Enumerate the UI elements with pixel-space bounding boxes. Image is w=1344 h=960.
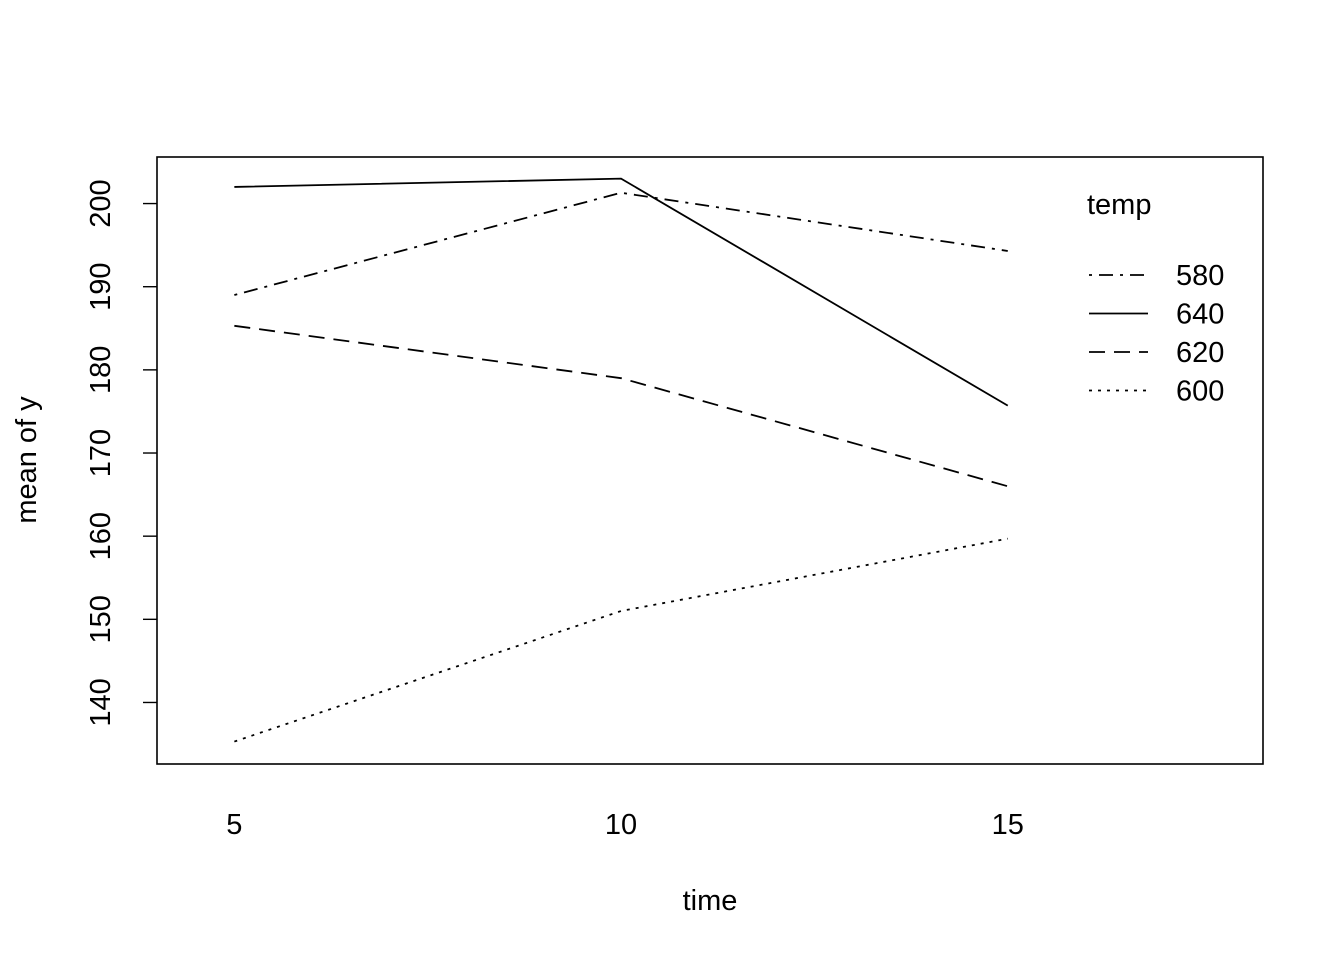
y-tick-label-190: 190 — [85, 263, 117, 311]
y-tick-label-160: 160 — [85, 512, 117, 560]
x-tick-label-5: 5 — [226, 809, 242, 841]
series-line-580 — [234, 191, 1008, 296]
y-tick-label-140: 140 — [85, 678, 117, 726]
x-tick-label-10: 10 — [605, 809, 637, 841]
y-axis-label: mean of y — [11, 396, 43, 524]
legend-label-580: 580 — [1176, 260, 1224, 292]
legend-title: temp — [1087, 189, 1151, 221]
y-tick-label-180: 180 — [85, 346, 117, 394]
x-axis-label: time — [683, 885, 738, 917]
y-axis: 140 150 160 170 180 190 200 — [85, 179, 157, 727]
y-tick-label-170: 170 — [85, 429, 117, 477]
legend-label-600: 600 — [1176, 376, 1224, 408]
series-line-640 — [234, 177, 1009, 407]
x-axis: 5 10 15 — [226, 809, 1024, 841]
x-tick-label-15: 15 — [992, 809, 1024, 841]
series-line-600 — [234, 537, 1008, 743]
series-lines — [234, 177, 1009, 743]
legend: temp 580 640 620 600 — [1087, 189, 1224, 408]
series-line-620 — [234, 324, 1009, 488]
legend-label-620: 620 — [1176, 337, 1224, 369]
y-tick-label-200: 200 — [85, 179, 117, 227]
plot-frame — [156, 156, 1264, 765]
y-tick-label-150: 150 — [85, 595, 117, 643]
legend-label-640: 640 — [1176, 299, 1224, 331]
